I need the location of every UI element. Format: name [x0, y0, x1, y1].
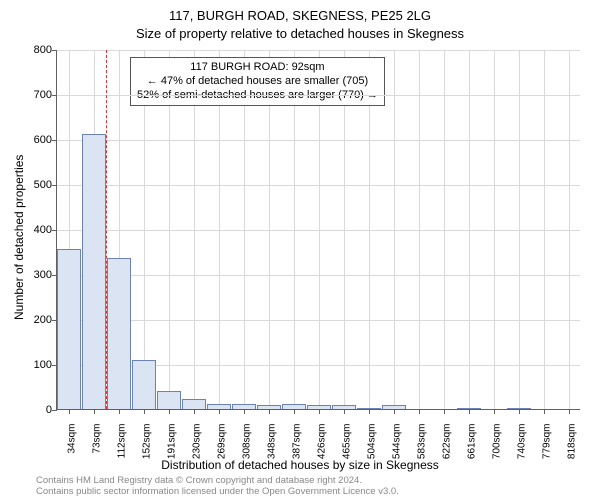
- x-tick: [269, 409, 270, 414]
- page-root: 117, BURGH ROAD, SKEGNESS, PE25 2LG Size…: [0, 0, 600, 500]
- y-tick-label: 600: [12, 134, 52, 146]
- histogram-bar: [57, 249, 81, 409]
- property-marker-line: [106, 50, 107, 409]
- y-tick: [52, 50, 57, 51]
- x-tick: [369, 409, 370, 414]
- y-tick: [52, 185, 57, 186]
- histogram-bar: [82, 134, 106, 409]
- gridline-h: [57, 140, 580, 141]
- x-tick: [519, 409, 520, 414]
- x-tick-label: 152sqm: [142, 424, 153, 460]
- x-tick: [169, 409, 170, 414]
- y-tick-label: 200: [12, 314, 52, 326]
- x-tick-label: 269sqm: [217, 424, 228, 460]
- gridline-h: [57, 320, 580, 321]
- gridline-h: [57, 50, 580, 51]
- x-tick: [344, 409, 345, 414]
- page-title: 117, BURGH ROAD, SKEGNESS, PE25 2LG: [0, 8, 600, 23]
- annotation-line-1: 117 BURGH ROAD: 92sqm: [137, 61, 378, 75]
- x-tick-label: 387sqm: [292, 424, 303, 460]
- x-axis-label: Distribution of detached houses by size …: [0, 458, 600, 472]
- x-tick-label: 465sqm: [341, 424, 352, 460]
- y-tick: [52, 230, 57, 231]
- footer-line-2: Contains public sector information licen…: [36, 487, 399, 498]
- y-tick-label: 700: [12, 89, 52, 101]
- property-annotation-box: 117 BURGH ROAD: 92sqm ← 47% of detached …: [130, 57, 385, 106]
- page-subtitle: Size of property relative to detached ho…: [0, 26, 600, 41]
- x-tick-label: 34sqm: [67, 424, 78, 454]
- y-tick-label: 100: [12, 359, 52, 371]
- gridline-h: [57, 95, 580, 96]
- gridline-h: [57, 275, 580, 276]
- x-tick-label: 426sqm: [317, 424, 328, 460]
- chart-plot-area: 117 BURGH ROAD: 92sqm ← 47% of detached …: [56, 50, 580, 410]
- x-tick: [444, 409, 445, 414]
- y-tick-label: 800: [12, 44, 52, 56]
- annotation-line-2: ← 47% of detached houses are smaller (70…: [137, 75, 378, 89]
- y-tick: [52, 320, 57, 321]
- x-tick: [244, 409, 245, 414]
- x-tick: [119, 409, 120, 414]
- x-tick: [94, 409, 95, 414]
- x-tick-label: 583sqm: [416, 424, 427, 460]
- x-tick-label: 544sqm: [391, 424, 402, 460]
- x-tick-label: 622sqm: [441, 424, 452, 460]
- x-tick-label: 73sqm: [92, 424, 103, 454]
- histogram-bar: [157, 391, 181, 409]
- x-tick-label: 308sqm: [242, 424, 253, 460]
- y-tick: [52, 95, 57, 96]
- x-tick-label: 700sqm: [491, 424, 502, 460]
- x-tick-label: 661sqm: [466, 424, 477, 460]
- histogram-bar: [182, 399, 206, 409]
- y-tick: [52, 410, 57, 411]
- gridline-h: [57, 230, 580, 231]
- y-tick-label: 0: [12, 404, 52, 416]
- footer-attribution: Contains HM Land Registry data © Crown c…: [36, 476, 399, 498]
- y-tick: [52, 275, 57, 276]
- x-tick: [194, 409, 195, 414]
- x-tick: [219, 409, 220, 414]
- x-tick: [569, 409, 570, 414]
- x-tick: [419, 409, 420, 414]
- x-tick-label: 348sqm: [267, 424, 278, 460]
- x-tick: [319, 409, 320, 414]
- y-tick-label: 500: [12, 179, 52, 191]
- x-tick: [69, 409, 70, 414]
- y-tick: [52, 365, 57, 366]
- x-tick: [394, 409, 395, 414]
- x-tick-label: 504sqm: [366, 424, 377, 460]
- x-tick-label: 779sqm: [541, 424, 552, 460]
- x-tick: [494, 409, 495, 414]
- x-tick-label: 191sqm: [167, 424, 178, 460]
- y-tick: [52, 140, 57, 141]
- x-tick-label: 740sqm: [516, 424, 527, 460]
- histogram-bar: [132, 360, 156, 410]
- x-tick-label: 818sqm: [566, 424, 577, 460]
- x-tick: [294, 409, 295, 414]
- x-tick: [544, 409, 545, 414]
- x-tick-label: 230sqm: [192, 424, 203, 460]
- x-tick: [144, 409, 145, 414]
- gridline-h: [57, 185, 580, 186]
- y-tick-label: 300: [12, 269, 52, 281]
- histogram-bar: [107, 258, 131, 409]
- x-tick: [469, 409, 470, 414]
- y-tick-label: 400: [12, 224, 52, 236]
- x-tick-label: 112sqm: [117, 424, 128, 459]
